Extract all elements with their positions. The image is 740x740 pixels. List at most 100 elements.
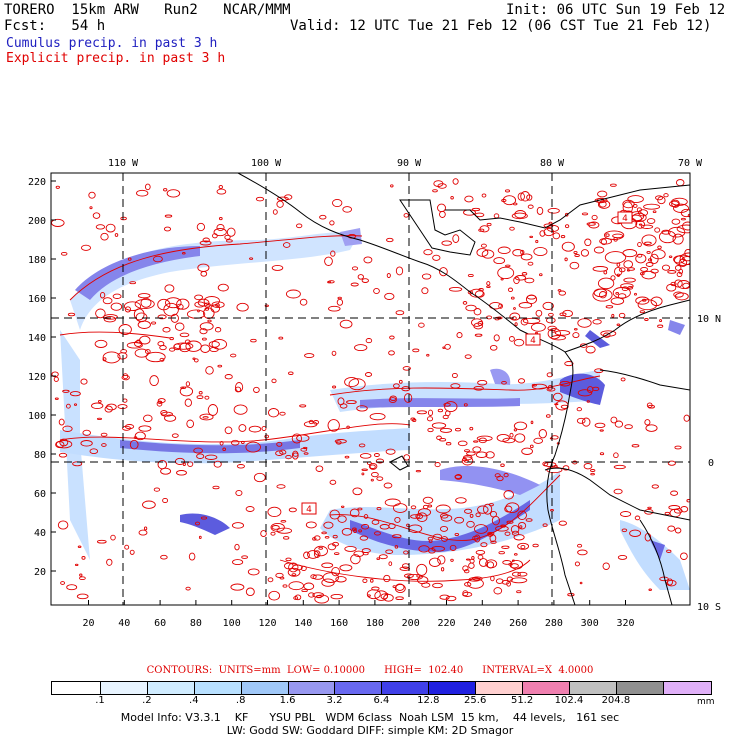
precip-contour — [439, 437, 447, 442]
precip-contour — [467, 290, 474, 295]
precip-contour — [213, 228, 227, 237]
precip-contour — [100, 432, 108, 437]
precip-contour — [508, 336, 515, 342]
precip-contour — [403, 454, 411, 461]
precip-contour — [383, 593, 394, 602]
precip-contour — [217, 283, 229, 292]
precip-contour — [165, 297, 182, 309]
precip-contour — [145, 351, 166, 363]
precip-contour — [392, 585, 397, 588]
precip-contour — [388, 397, 397, 403]
precip-contour — [178, 342, 191, 353]
precip-contour — [646, 218, 656, 224]
precip-contour — [192, 357, 196, 360]
precip-contour — [564, 257, 568, 262]
precip-contour — [437, 183, 447, 189]
precip-contour — [327, 280, 332, 284]
precip-contour — [560, 235, 566, 239]
precip-contour — [55, 440, 73, 449]
precip-map: 4 4 4 110 W 100 W 90 W 80 W 70 W 10 N 0 … — [28, 158, 721, 629]
precip-contour — [393, 383, 400, 389]
precip-contour — [353, 529, 357, 533]
precip-contour — [303, 582, 315, 591]
precip-contour — [432, 254, 441, 261]
precip-contour — [91, 402, 104, 410]
precip-contour — [666, 579, 677, 587]
colorbar-swatch — [147, 682, 195, 694]
precip-contour — [418, 545, 430, 553]
precip-contour — [580, 249, 589, 257]
precip-contour — [502, 437, 516, 444]
precip-contour — [79, 576, 86, 581]
precip-contour — [340, 505, 345, 508]
precip-contour — [350, 554, 361, 565]
model-info-line1: Model Info: V3.3.1 KF YSU PBL WDM 6class… — [120, 711, 620, 724]
precip-contour — [473, 308, 482, 316]
precip-contour — [486, 222, 492, 227]
precip-contour — [96, 417, 103, 421]
precip-contour — [335, 576, 347, 583]
precip-contour — [599, 429, 604, 432]
precip-contour — [645, 262, 654, 267]
precip-contour — [431, 545, 446, 552]
precip-contour — [599, 291, 607, 299]
precip-contour — [253, 386, 260, 393]
precip-contour — [337, 397, 345, 406]
precip-contour — [509, 226, 515, 231]
colorbar-label: .8 — [235, 695, 246, 706]
precip-contour — [623, 260, 634, 269]
precip-contour — [114, 233, 119, 237]
precip-contour — [245, 506, 255, 512]
precip-contour — [211, 338, 228, 350]
precip-contour — [600, 238, 607, 246]
precip-contour — [564, 361, 574, 367]
x-tick-label: 220 — [437, 618, 455, 629]
precip-contour — [434, 462, 441, 468]
colorbar-swatch — [194, 682, 242, 694]
precip-contour — [357, 274, 364, 280]
precip-contour — [334, 439, 347, 444]
precip-contour — [299, 298, 308, 306]
colorbar-label: 6.4 — [373, 695, 390, 706]
precip-contour — [527, 204, 534, 209]
precip-contour — [592, 288, 613, 302]
precip-contour — [214, 327, 222, 333]
precip-contour — [312, 574, 324, 580]
precip-contour — [577, 389, 593, 397]
precip-contour — [507, 287, 514, 293]
precip-contour — [182, 462, 186, 467]
precip-contour — [514, 433, 526, 443]
precip-contour — [383, 482, 393, 489]
precip-contour — [574, 254, 580, 257]
precip-contour — [621, 528, 628, 533]
precip-contour — [129, 439, 139, 450]
precip-contour — [680, 208, 690, 218]
precip-contour — [572, 332, 580, 339]
precip-contour — [231, 522, 245, 529]
lat-label: 10 S — [697, 602, 721, 613]
precip-contour — [480, 542, 488, 548]
precip-contour — [233, 404, 248, 415]
precip-contour — [549, 437, 553, 440]
precip-contour — [174, 322, 185, 331]
precip-contour — [174, 457, 186, 465]
precip-contour — [245, 441, 261, 453]
colorbar-swatch — [616, 682, 664, 694]
precip-contour-band — [69, 235, 363, 301]
precip-contour — [502, 560, 512, 565]
precip-contour — [598, 200, 607, 208]
precip-contour — [487, 532, 495, 536]
precip-contour — [185, 586, 191, 591]
precip-contour — [160, 467, 172, 475]
precip-contour — [331, 350, 337, 356]
precip-contour — [207, 404, 219, 416]
precip-contour — [353, 550, 364, 557]
x-tick-label: 180 — [366, 618, 384, 629]
precip-contour — [205, 366, 214, 375]
precip-contour — [361, 472, 365, 476]
precip-contour — [394, 583, 406, 594]
precip-contour — [224, 426, 233, 435]
y-tick-label: 40 — [34, 528, 46, 539]
precip-contour — [639, 272, 645, 276]
precip-contour — [399, 566, 411, 571]
